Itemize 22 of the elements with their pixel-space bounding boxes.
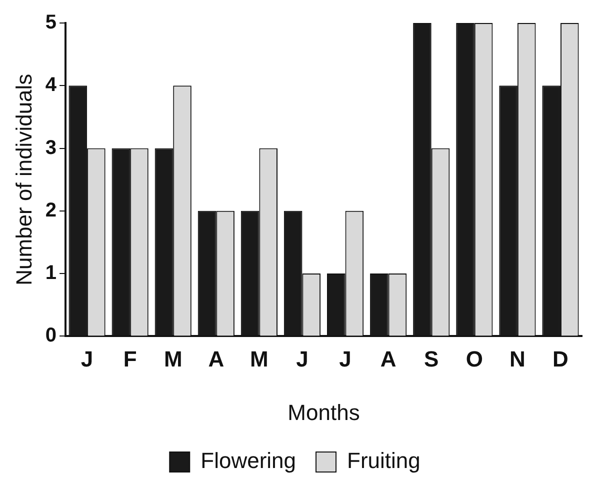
y-axis-title: Number of individuals: [11, 74, 36, 286]
x-tick-label: M: [164, 346, 182, 372]
x-tick-label: F: [123, 346, 137, 372]
legend-label: Flowering: [200, 448, 296, 474]
y-tick-label: 0: [45, 324, 57, 347]
x-tick-label: D: [552, 346, 568, 372]
x-axis-title: Months: [288, 400, 360, 425]
x-tick-label: A: [380, 346, 396, 372]
legend-label: Fruiting: [347, 448, 420, 474]
x-tick-label: S: [424, 346, 439, 372]
y-tick-label: 5: [45, 12, 57, 34]
x-tick-label: O: [466, 346, 483, 372]
y-tick-label: 4: [45, 74, 58, 96]
x-tick-label: N: [509, 346, 526, 372]
x-tick-label: J: [296, 346, 308, 372]
y-tick-label: 3: [45, 136, 57, 159]
x-tick-label: J: [80, 346, 94, 372]
y-tick-label: 2: [45, 199, 57, 222]
x-tick-label: M: [250, 346, 268, 372]
x-tick-label: J: [339, 346, 352, 372]
x-tick-label: A: [208, 346, 224, 372]
y-tick-label: 1: [45, 262, 57, 284]
